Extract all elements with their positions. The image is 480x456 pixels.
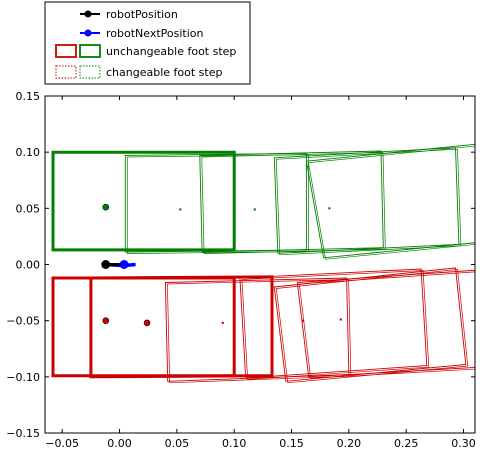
- legend-swatch-3-1: [79, 65, 101, 79]
- y-tick-label-0: −0.15: [6, 427, 40, 440]
- legend-label-2: unchangeable foot step: [106, 45, 236, 58]
- step-center-4: [102, 317, 110, 324]
- legend: robotPosition robotNextPosition unchangeab…: [44, 1, 251, 85]
- y-tick-label-2: −0.05: [6, 315, 40, 328]
- x-tick-label-5: 0.20: [337, 437, 362, 450]
- x-tick-label-6: 0.25: [394, 437, 419, 450]
- x-tick-label-2: 0.05: [165, 437, 190, 450]
- changeable-step-echo-6: [275, 269, 469, 384]
- legend-label-3: changeable foot step: [106, 66, 222, 79]
- legend-label-1: robotNextPosition: [106, 27, 204, 40]
- step-center-0: [102, 203, 110, 211]
- legend-marker-0: [84, 10, 92, 18]
- step-center-3: [328, 207, 331, 210]
- legend-box: [44, 1, 251, 85]
- robot-next-position-marker: [119, 260, 129, 269]
- changeable-step-1: [199, 150, 384, 253]
- legend-swatch-3-0: [55, 65, 77, 79]
- x-tick-label-3: 0.10: [222, 437, 247, 450]
- legend-swatch-2-1: [79, 44, 101, 58]
- changeable-step-echo-3: [307, 145, 475, 260]
- step-center-5: [143, 319, 151, 327]
- unchangeable-step-1: [51, 276, 236, 378]
- y-tick-label-5: 0.10: [16, 146, 41, 159]
- step-center-2: [253, 208, 257, 211]
- plot-area: [51, 143, 475, 384]
- unchangeable-step-2: [89, 275, 274, 379]
- y-tick-label-3: 0.00: [16, 259, 41, 272]
- changeable-step-3: [305, 143, 475, 259]
- y-tick-label-4: 0.05: [16, 202, 41, 215]
- step-center-8: [339, 318, 343, 321]
- changeable-step-echo-7: [298, 271, 475, 379]
- step-center-6: [221, 321, 224, 325]
- changeable-step-4: [164, 277, 350, 382]
- changeable-step-echo-0: [126, 154, 309, 254]
- legend-label-0: robotPosition: [106, 8, 178, 21]
- legend-marker-1: [84, 29, 92, 37]
- changeable-step-echo-1: [201, 152, 386, 254]
- x-tick-label-7: 0.30: [451, 437, 476, 450]
- x-tick-label-0: −0.05: [45, 437, 79, 450]
- changeable-step-echo-5: [241, 270, 430, 380]
- changeable-step-7: [296, 269, 475, 378]
- x-tick-label-1: 0.00: [107, 437, 132, 450]
- changeable-step-echo-2: [275, 148, 462, 256]
- unchangeable-step-0: [51, 150, 236, 252]
- x-tick-label-4: 0.15: [279, 437, 304, 450]
- robot-position-marker: [101, 260, 111, 269]
- changeable-step-6: [273, 267, 467, 382]
- y-tick-label-6: 0.15: [16, 90, 41, 103]
- legend-swatch-2-0: [55, 44, 77, 58]
- step-center-1: [179, 208, 182, 211]
- axis-ticks: −0.05 0.00 0.05 0.10 0.15 0.20 0.25 0.30 −0.15 −0…: [6, 90, 476, 450]
- changeable-step-5: [239, 268, 428, 379]
- changeable-step-2: [273, 147, 460, 254]
- changeable-step-echo-4: [167, 279, 352, 384]
- step-center-7: [301, 319, 305, 322]
- y-tick-label-1: −0.10: [6, 371, 40, 384]
